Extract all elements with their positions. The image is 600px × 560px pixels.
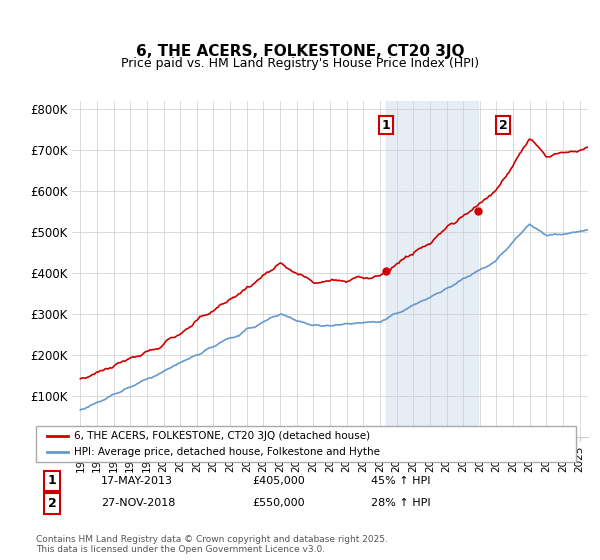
Text: 6, THE ACERS, FOLKESTONE, CT20 3JQ: 6, THE ACERS, FOLKESTONE, CT20 3JQ (136, 44, 464, 59)
Text: 6, THE ACERS, FOLKESTONE, CT20 3JQ (detached house): 6, THE ACERS, FOLKESTONE, CT20 3JQ (deta… (74, 431, 370, 441)
Text: 1: 1 (382, 119, 391, 132)
Text: Contains HM Land Registry data © Crown copyright and database right 2025.
This d: Contains HM Land Registry data © Crown c… (36, 535, 388, 554)
Text: 17-MAY-2013: 17-MAY-2013 (101, 476, 173, 486)
Text: 45% ↑ HPI: 45% ↑ HPI (371, 476, 430, 486)
Text: 2: 2 (48, 497, 56, 510)
Text: £550,000: £550,000 (252, 498, 305, 508)
Text: HPI: Average price, detached house, Folkestone and Hythe: HPI: Average price, detached house, Folk… (74, 447, 380, 457)
Text: 27-NOV-2018: 27-NOV-2018 (101, 498, 175, 508)
Text: 2: 2 (499, 119, 508, 132)
Text: 28% ↑ HPI: 28% ↑ HPI (371, 498, 430, 508)
Bar (386, 101, 478, 437)
Text: Price paid vs. HM Land Registry's House Price Index (HPI): Price paid vs. HM Land Registry's House … (121, 57, 479, 70)
Text: 1: 1 (48, 474, 56, 487)
FancyBboxPatch shape (36, 426, 576, 462)
Text: £405,000: £405,000 (252, 476, 305, 486)
